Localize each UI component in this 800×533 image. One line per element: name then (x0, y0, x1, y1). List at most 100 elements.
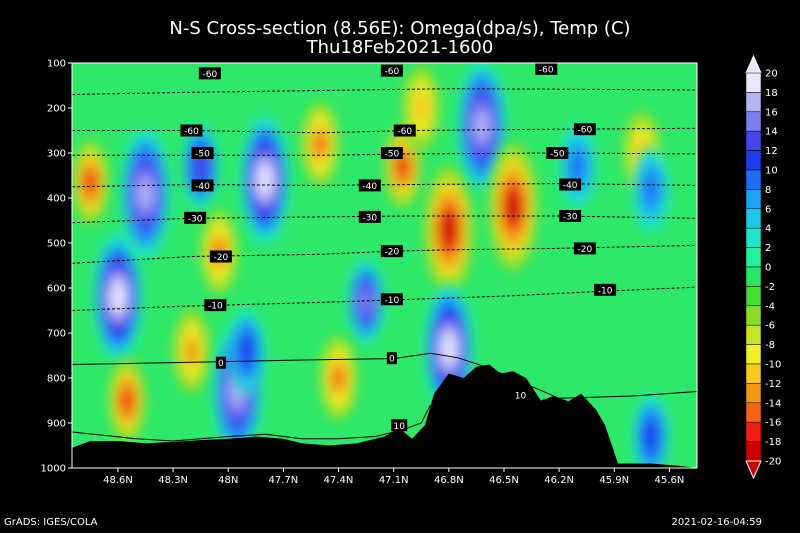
omega-blob (83, 169, 98, 196)
omega-blob (413, 93, 429, 123)
colorbar-swatch (745, 247, 762, 268)
y-tick-label: 900 (47, 419, 66, 430)
x-tick-label: 47.7N (269, 475, 299, 486)
contour-label: -10 (385, 296, 400, 306)
contour-label: -20 (578, 245, 593, 255)
colorbar-bottom-arrow (745, 460, 762, 480)
contour-label: -60 (203, 70, 218, 80)
contour-label: -60 (539, 65, 554, 75)
contour-label: -30 (362, 213, 377, 223)
contour-label: -30 (188, 214, 203, 224)
colorbar-tick-label: 18 (765, 88, 778, 99)
omega-blob (239, 336, 255, 366)
x-axis: 48.6N 48.3N 48N 47.7N 47.4N 47.1N 46.8N 46.5N 46… (103, 468, 684, 486)
contour-label-bg (191, 179, 214, 192)
y-tick-label: 100 (47, 59, 66, 70)
contour-label: 0 (218, 359, 224, 369)
omega-feature (173, 309, 210, 393)
colorbar-tick-label: 14 (765, 127, 778, 138)
omega-blob (110, 281, 126, 313)
colorbar-tick-label: 6 (765, 204, 771, 215)
omega-blob (120, 387, 134, 414)
omega-feature (633, 147, 670, 231)
omega-feature (228, 309, 265, 393)
terrain-mask (72, 364, 697, 468)
y-tick-label: 500 (47, 239, 66, 250)
contour-label-bg (573, 242, 596, 255)
omega-field (72, 63, 670, 468)
x-tick-label: 46.2N (544, 475, 574, 486)
omega-blob (441, 333, 457, 365)
colorbar-swatch (745, 208, 762, 229)
x-tick-label: 48.3N (158, 475, 188, 486)
colorbar-tick-label: -20 (765, 457, 781, 468)
colorbar-tick-label: 4 (765, 224, 771, 235)
omega-blob (396, 153, 410, 180)
contour-label: -40 (195, 182, 210, 192)
y-tick-label: 800 (47, 374, 66, 385)
omega-feature (403, 66, 440, 150)
x-tick-label: 48.6N (103, 475, 133, 486)
y-tick-label: 200 (47, 104, 66, 115)
y-tick-label: 600 (47, 284, 66, 295)
colorbar-tick-label: -8 (765, 340, 775, 351)
contour-label-bg (594, 283, 617, 296)
contour-label: -50 (550, 150, 565, 160)
contour-label: -60 (385, 67, 400, 77)
omega-blob (643, 421, 659, 452)
omega-feature (109, 358, 146, 443)
contour-label: 10 (393, 422, 405, 432)
colorbar-swatch (745, 363, 762, 384)
temperature-contour (72, 152, 697, 156)
omega-blob (441, 213, 457, 246)
y-tick-label: 1000 (41, 464, 66, 475)
footer-credit: GrADS: IGES/COLA (4, 517, 98, 528)
omega-blob (193, 153, 208, 180)
contour-label-bg (559, 178, 582, 191)
plot-background (72, 63, 697, 468)
contour-label-bg (198, 67, 221, 80)
contour-label-bg (380, 245, 403, 258)
colorbar-tick-label: -2 (765, 282, 775, 293)
contour-label: -60 (184, 127, 199, 137)
omega-feature (320, 336, 357, 420)
temperature-contour (72, 183, 697, 188)
omega-blob (359, 288, 373, 315)
temperature-contour (72, 88, 697, 95)
colorbar-tick-label: 20 (765, 69, 778, 80)
colorbar-tick-label: -14 (765, 398, 781, 409)
contour-label: -20 (214, 253, 229, 263)
omega-blob (257, 164, 273, 196)
contour-label: -50 (195, 150, 210, 160)
contour-label: -40 (563, 181, 578, 191)
temperature-contour (72, 286, 697, 311)
colorbar-swatch (745, 344, 762, 365)
omega-blob (138, 177, 153, 210)
x-tick-label: 46.5N (489, 475, 519, 486)
contour-label-bg (204, 299, 227, 312)
colorbar-swatch (745, 150, 762, 171)
contour-label: 10 (515, 392, 527, 402)
colorbar-swatch (745, 266, 762, 287)
x-tick-label: 45.6N (655, 475, 685, 486)
y-tick-label: 300 (47, 149, 66, 160)
omega-blob (313, 130, 327, 158)
contour-labels: -60 -60 -60 -60 -60 -60 -50 -50 -50 -40 -40 -40 -30 -… (180, 62, 617, 432)
colorbar-tick-label: 8 (765, 185, 771, 196)
x-tick-label: 47.4N (324, 475, 354, 486)
omega-feature (241, 116, 290, 244)
x-tick-label: 45.9N (599, 475, 629, 486)
contour-label-bg (380, 147, 403, 159)
omega-feature (348, 259, 385, 344)
contour-label: -20 (385, 248, 400, 258)
colorbar-tick-label: 16 (765, 107, 778, 118)
chart-title: N-S Cross-section (8.56E): Omega(dpa/s),… (169, 18, 631, 39)
contour-label: -60 (578, 126, 593, 136)
y-axis: 100 200 300 400 500 600 700 800 900 1000 (41, 59, 72, 475)
omega-feature (559, 124, 596, 209)
contour-label-bg (512, 389, 529, 402)
omega-feature (72, 140, 109, 225)
colorbar-tick-label: 2 (765, 243, 771, 254)
contour-label-bg (380, 293, 403, 306)
